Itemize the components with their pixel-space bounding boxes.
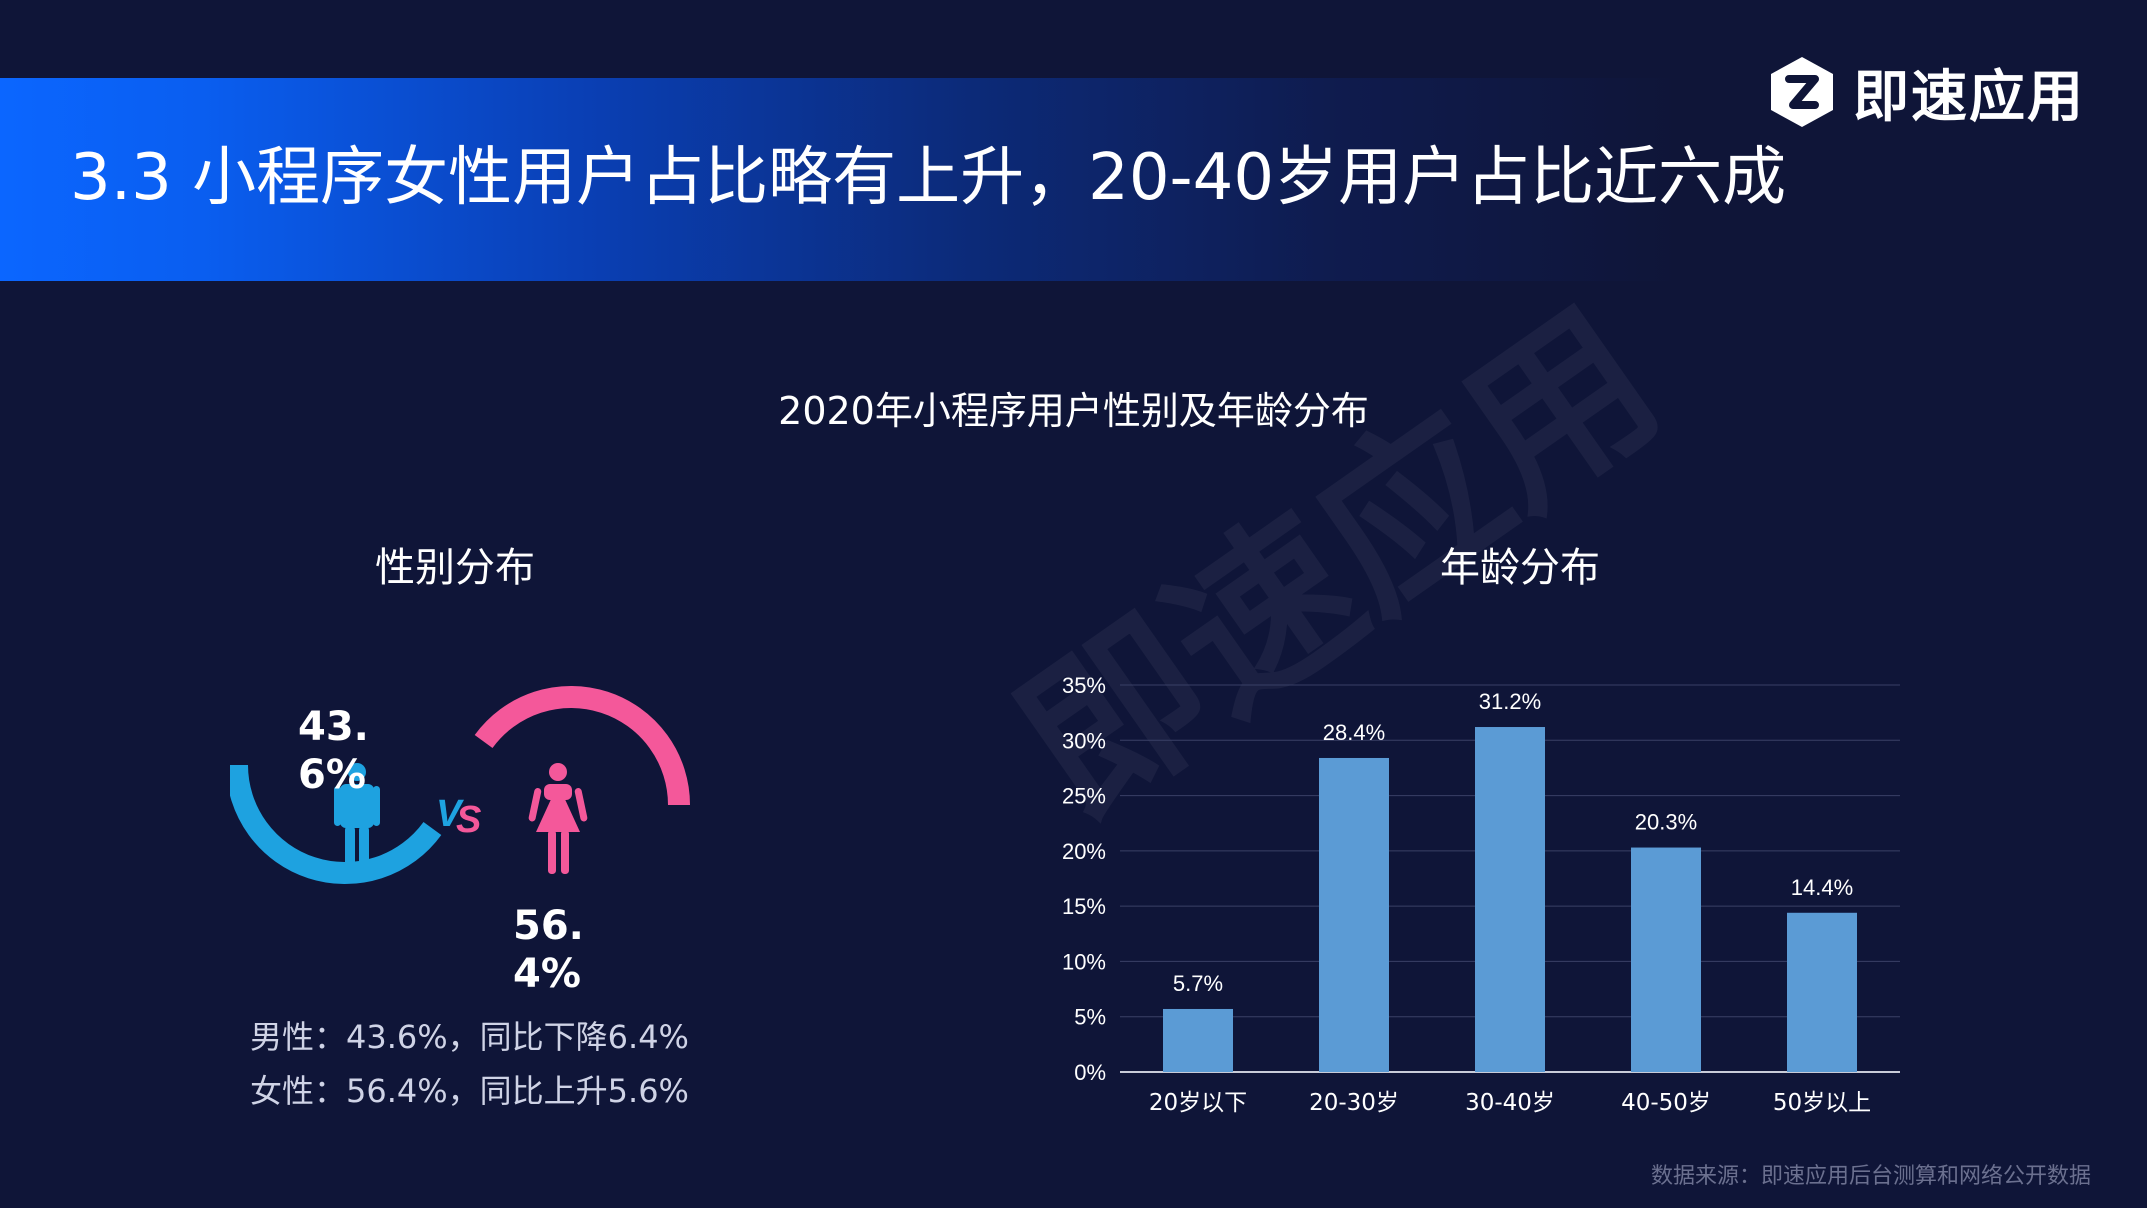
age-bar-chart: 0% 5% 10% 15% 20% 25% 30% 35% 5.7% 20岁以下 28.4% 20-3…	[1062, 673, 1900, 1116]
vs-label-s: S	[456, 799, 481, 841]
female-note: 女性：56.4%，同比上升5.6%	[250, 1072, 689, 1110]
bar	[1319, 757, 1389, 1072]
male-share-arc	[230, 764, 442, 885]
y-tick-label: 0%	[1074, 1060, 1106, 1085]
bar	[1475, 727, 1545, 1072]
brand-name: 即速应用	[1853, 64, 2085, 130]
data-label: 5.7%	[1173, 971, 1223, 996]
female-percentage: 56.4%	[513, 903, 584, 997]
x-tick-label: 50岁以上	[1773, 1090, 1871, 1116]
male-note: 男性：43.6%，同比下降6.4%	[250, 1018, 689, 1056]
y-tick-label: 15%	[1062, 894, 1106, 919]
data-label: 28.4%	[1323, 720, 1385, 745]
y-tick-label: 25%	[1062, 784, 1106, 809]
x-tick-label: 20岁以下	[1149, 1090, 1247, 1116]
data-label: 14.4%	[1791, 875, 1853, 900]
data-label: 20.3%	[1635, 810, 1697, 835]
male-person-icon	[334, 763, 380, 874]
gender-chart: V S	[230, 685, 690, 885]
y-tick-label: 20%	[1062, 839, 1106, 864]
x-tick-label: 30-40岁	[1465, 1090, 1555, 1116]
female-share-arc	[474, 685, 690, 806]
male-percentage: 43.6%	[298, 704, 369, 798]
logo-icon	[1771, 57, 1833, 127]
bar	[1787, 912, 1857, 1072]
y-tick-label: 35%	[1062, 673, 1106, 698]
vs-label-v: V	[436, 793, 464, 835]
gender-subtitle: 性别分布	[375, 545, 535, 591]
source-note: 数据来源：即速应用后台测算和网络公开数据	[1650, 1164, 2091, 1189]
x-tick-label: 40-50岁	[1621, 1090, 1711, 1116]
data-label: 31.2%	[1479, 689, 1541, 714]
age-subtitle: 年龄分布	[1440, 545, 1600, 591]
y-tick-label: 30%	[1062, 728, 1106, 753]
bar	[1631, 847, 1701, 1072]
bar	[1163, 1008, 1233, 1072]
page-title: 3.3 小程序女性用户占比略有上升，20-40岁用户占比近六成	[70, 141, 1787, 215]
x-tick-label: 20-30岁	[1309, 1090, 1399, 1116]
y-tick-label: 5%	[1074, 1005, 1106, 1030]
brand: 即速应用	[1765, 52, 2085, 132]
chart-title: 2020年小程序用户性别及年龄分布	[778, 389, 1369, 433]
y-tick-label: 10%	[1062, 949, 1106, 974]
female-person-icon	[528, 763, 588, 874]
title-band	[0, 78, 1680, 281]
